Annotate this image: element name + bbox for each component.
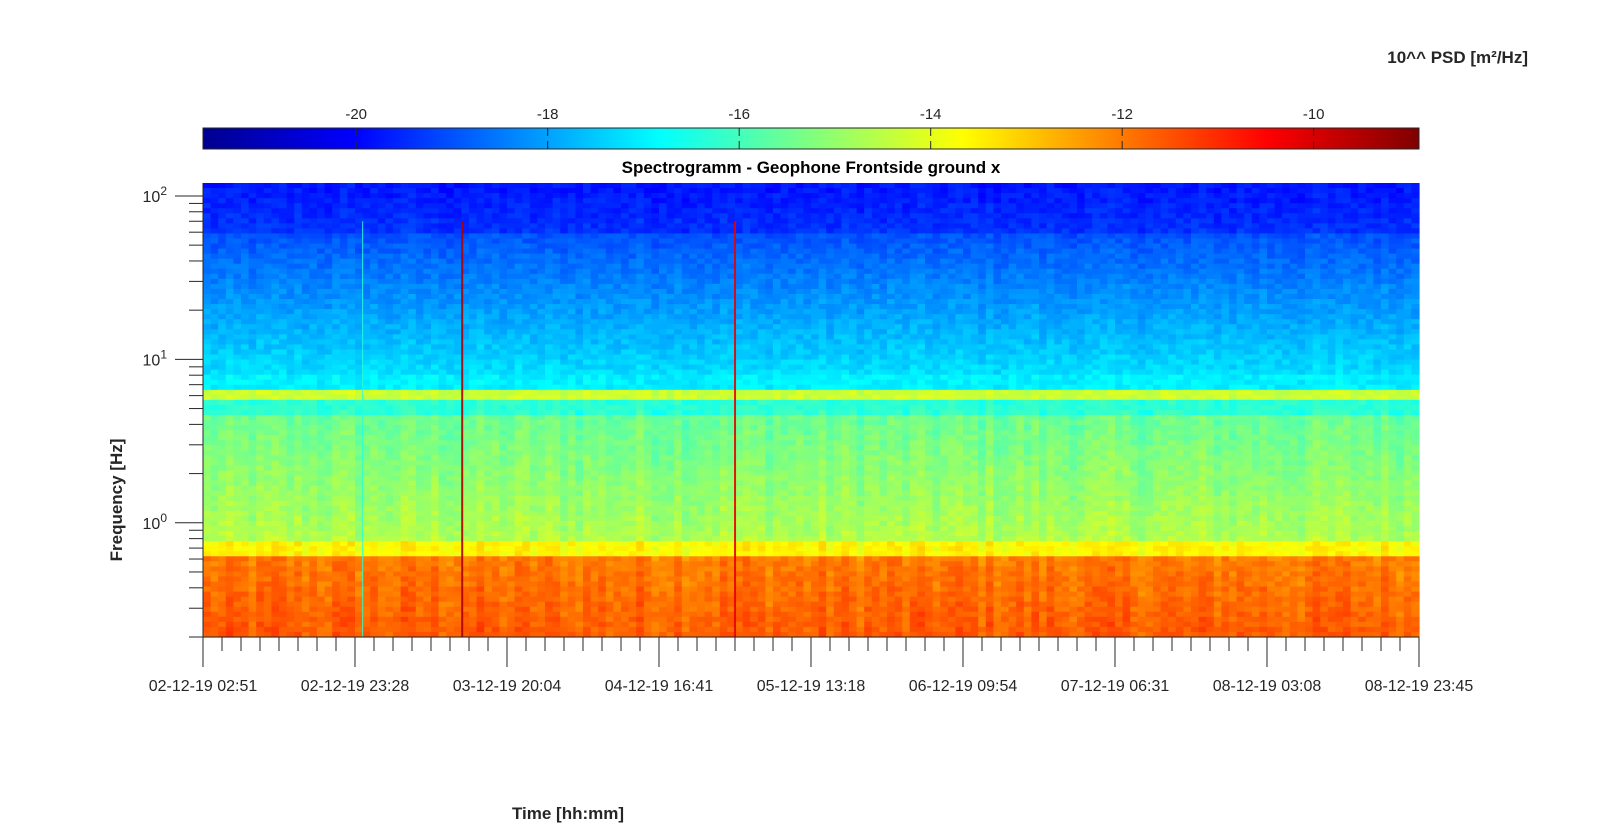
colorbar-ticks: -20 -18 -16 -14 -12 -10: [345, 106, 1325, 149]
x-tick-label: 06-12-19 09:54: [909, 678, 1018, 695]
y-tick-label: 100: [143, 511, 168, 533]
x-axis-label: Time [hh:mm]: [512, 804, 624, 823]
colorbar-tick-label: -20: [345, 106, 367, 123]
colorbar-tick-label: -14: [920, 106, 942, 123]
colorbar-label: 10^^ PSD [m²/Hz]: [1387, 48, 1528, 67]
x-tick-label: 08-12-19 03:08: [1213, 678, 1322, 695]
x-tick-label: 07-12-19 06:31: [1061, 678, 1170, 695]
colorbar: [202, 127, 1420, 150]
colorbar-tick-label: -12: [1111, 106, 1133, 123]
x-tick-label: 03-12-19 20:04: [453, 678, 562, 695]
x-tick-label: 08-12-19 23:45: [1365, 678, 1474, 695]
x-tick-label: 02-12-19 23:28: [301, 678, 410, 695]
colorbar-tick-label: -18: [537, 106, 559, 123]
colorbar-tick-label: -16: [728, 106, 750, 123]
colorbar-tick-label: -10: [1303, 106, 1325, 123]
y-axis-ticks: 100 101 102: [143, 184, 203, 638]
y-axis-label: Frequency [Hz]: [107, 439, 126, 562]
x-tick-label: 04-12-19 16:41: [605, 678, 714, 695]
y-tick-label: 101: [143, 347, 168, 369]
chart-title: Spectrogramm - Geophone Frontside ground…: [622, 158, 1001, 177]
x-tick-label: 05-12-19 13:18: [757, 678, 866, 695]
x-tick-label: 02-12-19 02:51: [149, 678, 258, 695]
spectrogram-plot-area: [203, 183, 1420, 638]
y-tick-label: 102: [143, 184, 168, 206]
x-axis-ticks: 02-12-19 02:51 02-12-19 23:28 03-12-19 20:…: [149, 637, 1474, 695]
